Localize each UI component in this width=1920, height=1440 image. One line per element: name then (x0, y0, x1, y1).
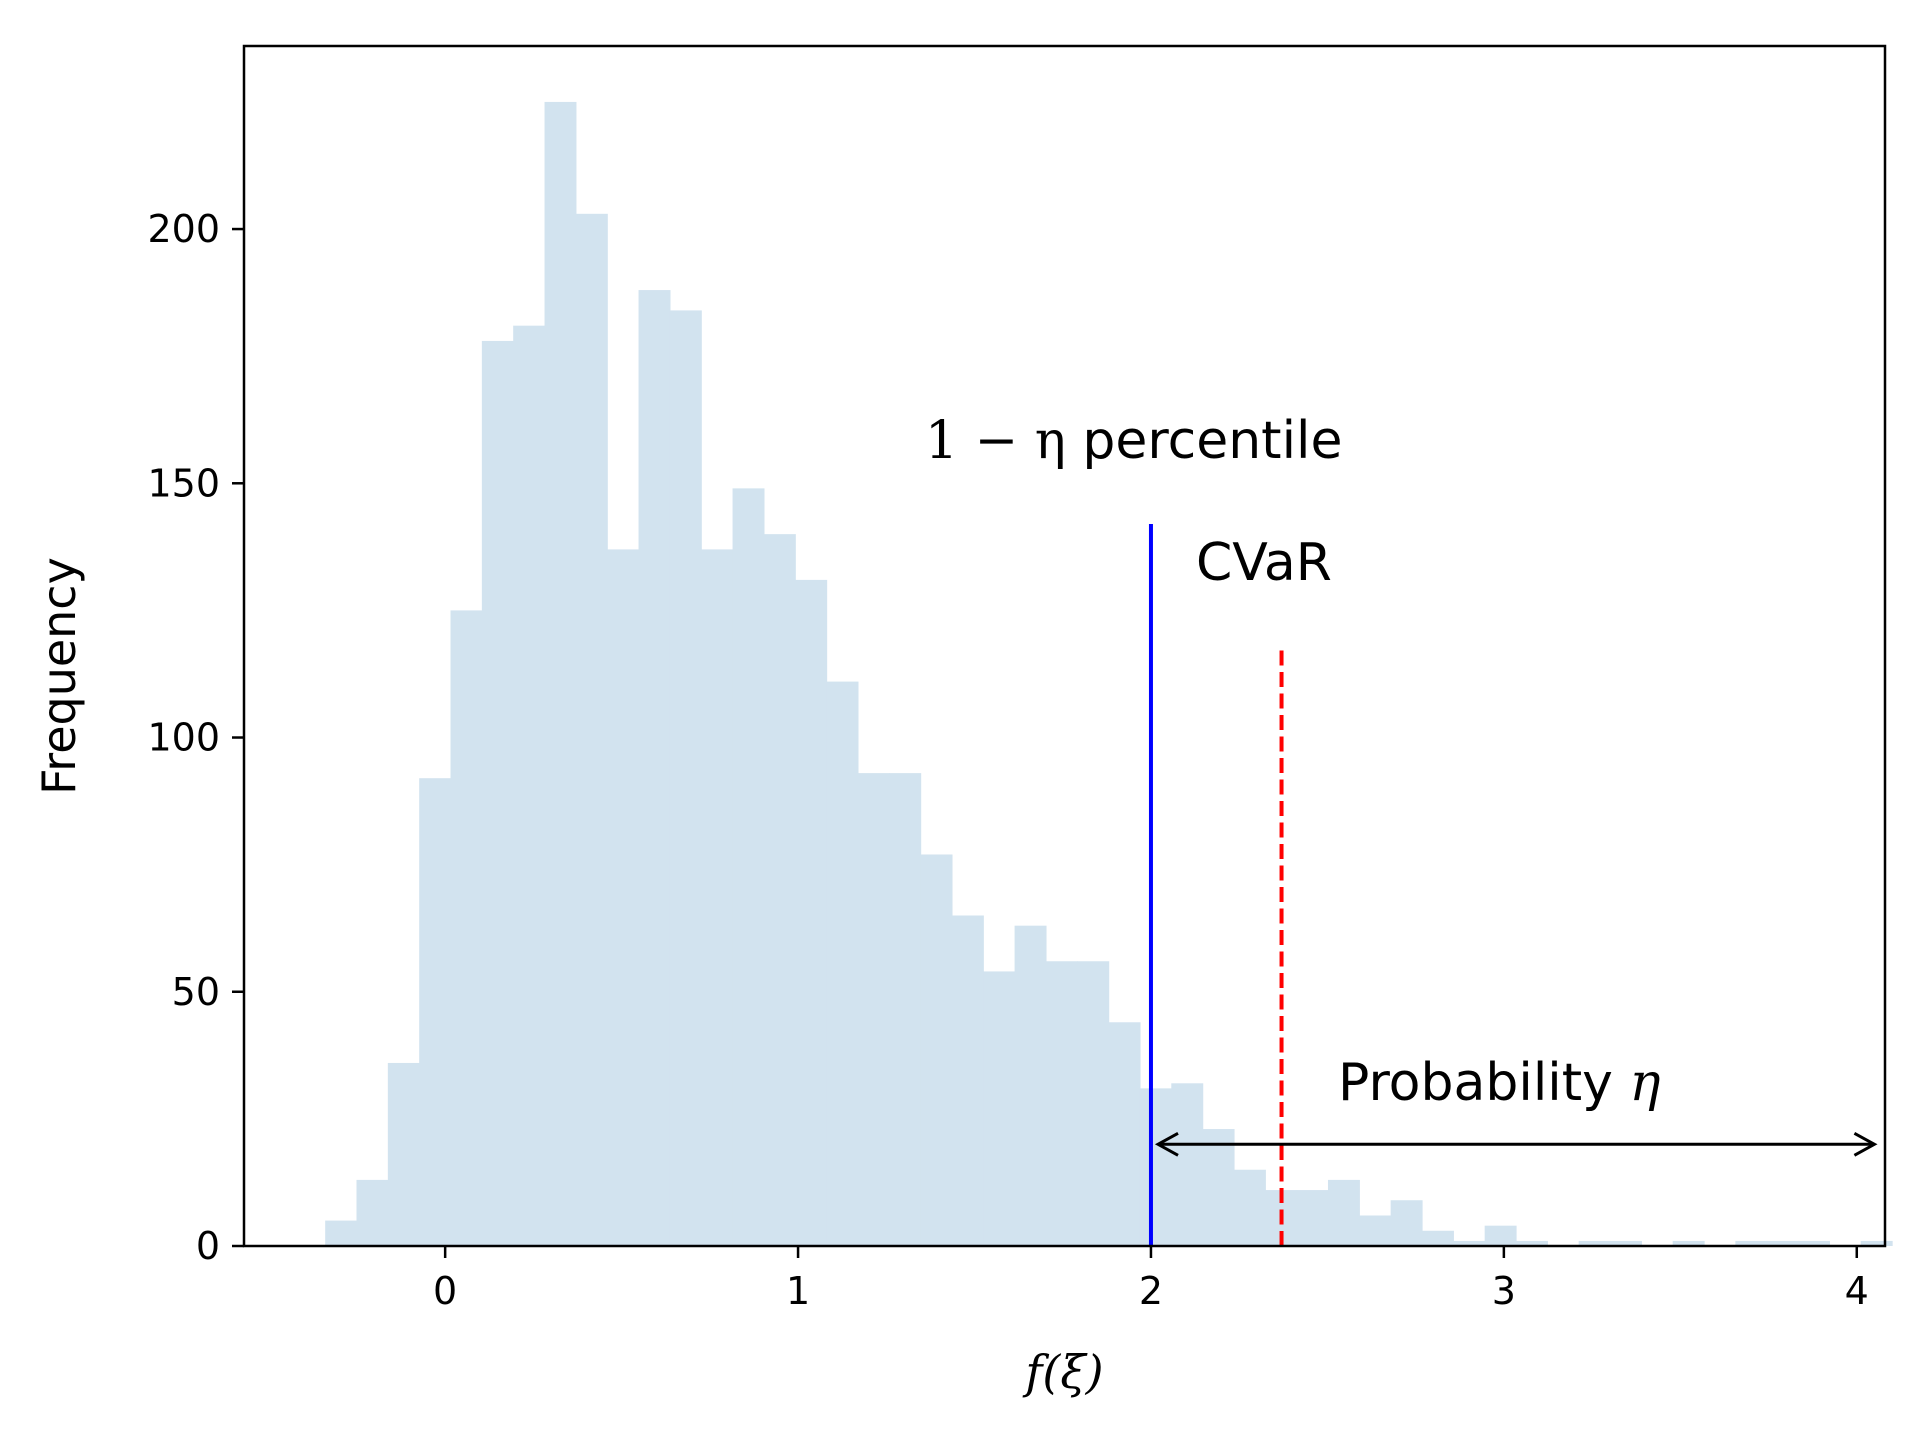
x-tick-label: 0 (433, 1269, 457, 1313)
arrow-head-right (1853, 1131, 1878, 1157)
histogram-bar (1359, 1215, 1392, 1246)
x-tick-label: 2 (1139, 1269, 1163, 1313)
histogram-bar (826, 681, 859, 1246)
histogram-bar (1327, 1179, 1360, 1246)
histogram-bar (1077, 961, 1110, 1246)
y-axis-label: Frequency (32, 557, 86, 795)
histogram-bar (1610, 1240, 1642, 1246)
histogram-bar (795, 579, 828, 1246)
histogram-bar (1578, 1240, 1611, 1246)
histogram-bar (1390, 1200, 1423, 1246)
histogram-bar (544, 101, 577, 1246)
histogram-bar (857, 773, 890, 1246)
histogram-bar (669, 310, 702, 1246)
probability-math: η (1629, 1053, 1660, 1113)
histogram-bars (325, 101, 1893, 1246)
y-tick-label: 0 (196, 1224, 220, 1268)
histogram-bar (763, 534, 796, 1246)
histogram-bar (387, 1062, 420, 1246)
histogram-bar (1735, 1240, 1768, 1246)
histogram-bar (1014, 925, 1047, 1246)
histogram-bar (1516, 1240, 1548, 1246)
percentile-math: 1 − η (925, 411, 1066, 471)
histogram-bar (732, 488, 765, 1246)
histogram-bar (1045, 961, 1078, 1246)
histogram-bar (513, 325, 546, 1246)
histogram-bar (1766, 1240, 1799, 1246)
y-tick-label: 100 (147, 716, 220, 760)
histogram-bar (1202, 1129, 1235, 1246)
histogram-bar (983, 971, 1016, 1246)
histogram-bar (356, 1179, 389, 1246)
x-tick-label: 4 (1845, 1269, 1869, 1313)
y-tick-label: 200 (147, 207, 220, 251)
x-axis-ticks: 0 1 2 3 4 (433, 1246, 1869, 1313)
histogram-bar (889, 773, 922, 1246)
histogram-bar (1296, 1190, 1329, 1246)
histogram-bar (1484, 1225, 1517, 1246)
y-axis-ticks: 0 50 100 150 200 (147, 207, 244, 1268)
probability-annotation: Probability η (1338, 1053, 1661, 1113)
histogram-bar (638, 290, 671, 1246)
histogram-bar (1860, 1240, 1893, 1246)
histogram-bar (450, 610, 483, 1246)
x-axis-label-text: f(ξ) (1022, 1345, 1103, 1399)
histogram-bar (1108, 1022, 1141, 1246)
histogram-bar (325, 1220, 358, 1246)
reference-lines (1148, 523, 1284, 1246)
x-tick-label: 1 (786, 1269, 810, 1313)
x-axis-label: f(ξ) (1022, 1345, 1103, 1399)
histogram-bar (1453, 1240, 1486, 1246)
histogram-bar (1798, 1240, 1830, 1246)
histogram-bar (607, 549, 640, 1246)
histogram-bar (481, 340, 514, 1246)
histogram-bar (1421, 1230, 1454, 1246)
histogram-bar (1672, 1240, 1705, 1246)
histogram-bar (419, 778, 452, 1246)
probability-arrow (1154, 1131, 1878, 1157)
y-tick-label: 150 (147, 461, 220, 505)
histogram-bar (1233, 1169, 1266, 1246)
histogram-bar (920, 854, 953, 1246)
x-tick-label: 3 (1492, 1269, 1516, 1313)
y-tick-label: 50 (172, 970, 220, 1014)
plot-frame (242, 44, 1887, 1248)
histogram-bar (1139, 1088, 1172, 1246)
percentile-word: percentile (1066, 411, 1343, 471)
probability-word: Probability (1338, 1053, 1629, 1113)
arrow-head-left (1154, 1131, 1179, 1157)
percentile-annotation: 1 − η percentile (925, 411, 1342, 471)
histogram-bar (1171, 1083, 1204, 1246)
histogram-bar (951, 915, 984, 1246)
histogram-bar (575, 213, 608, 1246)
cvar-annotation: CVaR (1196, 533, 1332, 593)
histogram-bar (701, 549, 734, 1246)
